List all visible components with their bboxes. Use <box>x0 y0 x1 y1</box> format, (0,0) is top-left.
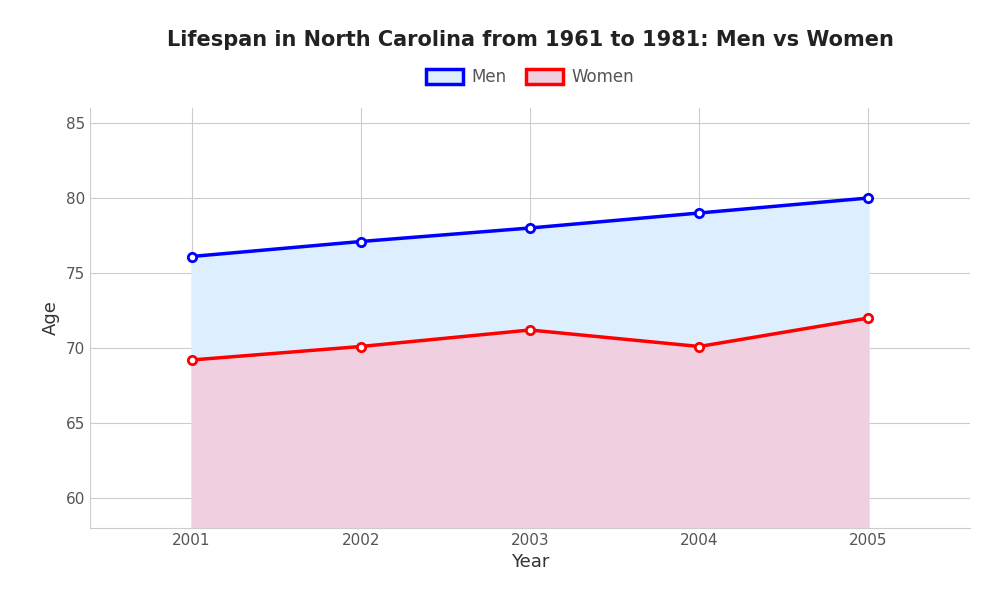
Title: Lifespan in North Carolina from 1961 to 1981: Men vs Women: Lifespan in North Carolina from 1961 to … <box>167 29 893 49</box>
Y-axis label: Age: Age <box>42 301 60 335</box>
Legend: Men, Women: Men, Women <box>419 62 641 93</box>
X-axis label: Year: Year <box>511 553 549 571</box>
